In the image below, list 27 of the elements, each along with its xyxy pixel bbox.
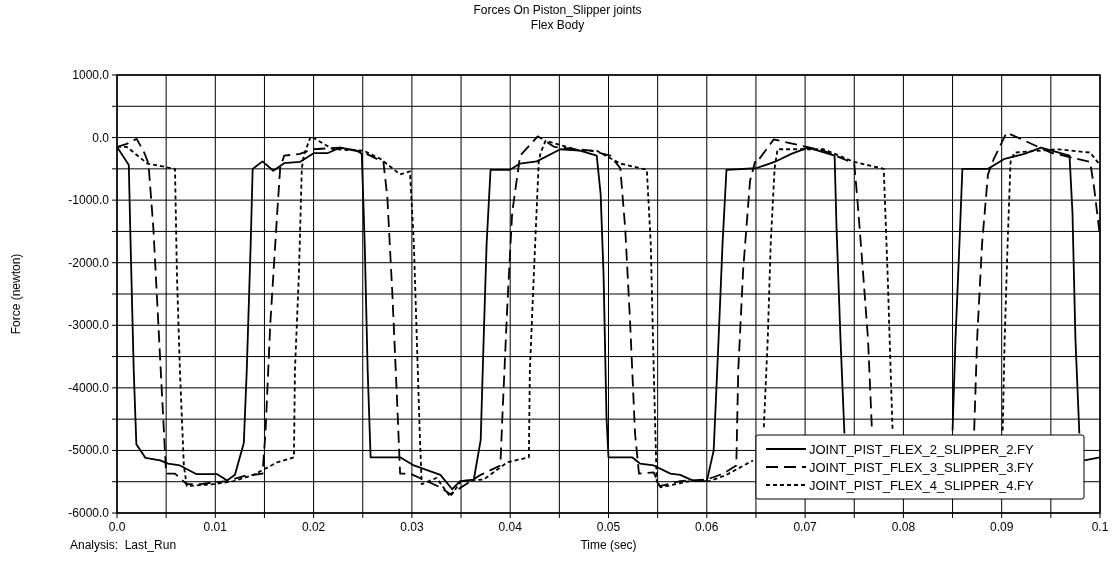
x-tick-label: 0.08 [891,520,916,534]
x-tick-label: 0.07 [793,520,818,534]
y-tick-label: -5000.0 [68,443,110,458]
y-axis-title: Force (newton) [9,253,23,335]
y-tick-label: 1000.0 [72,68,110,82]
y-tick-label: 0.0 [92,130,110,145]
y-tick-label: -4000.0 [68,380,110,395]
text: Analysis: Last_Run [70,538,177,552]
x-axis-title: Time (sec) [580,538,637,552]
legend-label: JOINT_PIST_FLEX_2_SLIPPER_2.FY [809,442,1035,457]
x-tick-label: 0.1 [1091,520,1109,534]
x-tick-label: 0.09 [990,520,1014,534]
x-tick-label: 0.04 [498,520,523,534]
x-tick-label: 0.0 [108,520,126,534]
chart-title: Forces On Piston_Slipper joints [473,3,642,17]
y-tick-label: -6000.0 [68,506,110,520]
y-tick-label: -2000.0 [68,255,110,270]
x-tick-label: 0.02 [301,520,326,534]
y-tick-label: -3000.0 [68,318,110,333]
legend-label: JOINT_PIST_FLEX_3_SLIPPER_3.FY [809,460,1035,475]
x-tick-label: 0.05 [596,520,621,534]
x-tick-label: 0.06 [695,520,719,534]
legend-label: JOINT_PIST_FLEX_4_SLIPPER_4.FY [809,478,1035,493]
x-tick-label: 0.03 [400,520,424,534]
x-tick-label: 0.01 [203,520,228,534]
chart-subtitle: Flex Body [530,18,585,32]
y-tick-label: -1000.0 [68,193,110,208]
